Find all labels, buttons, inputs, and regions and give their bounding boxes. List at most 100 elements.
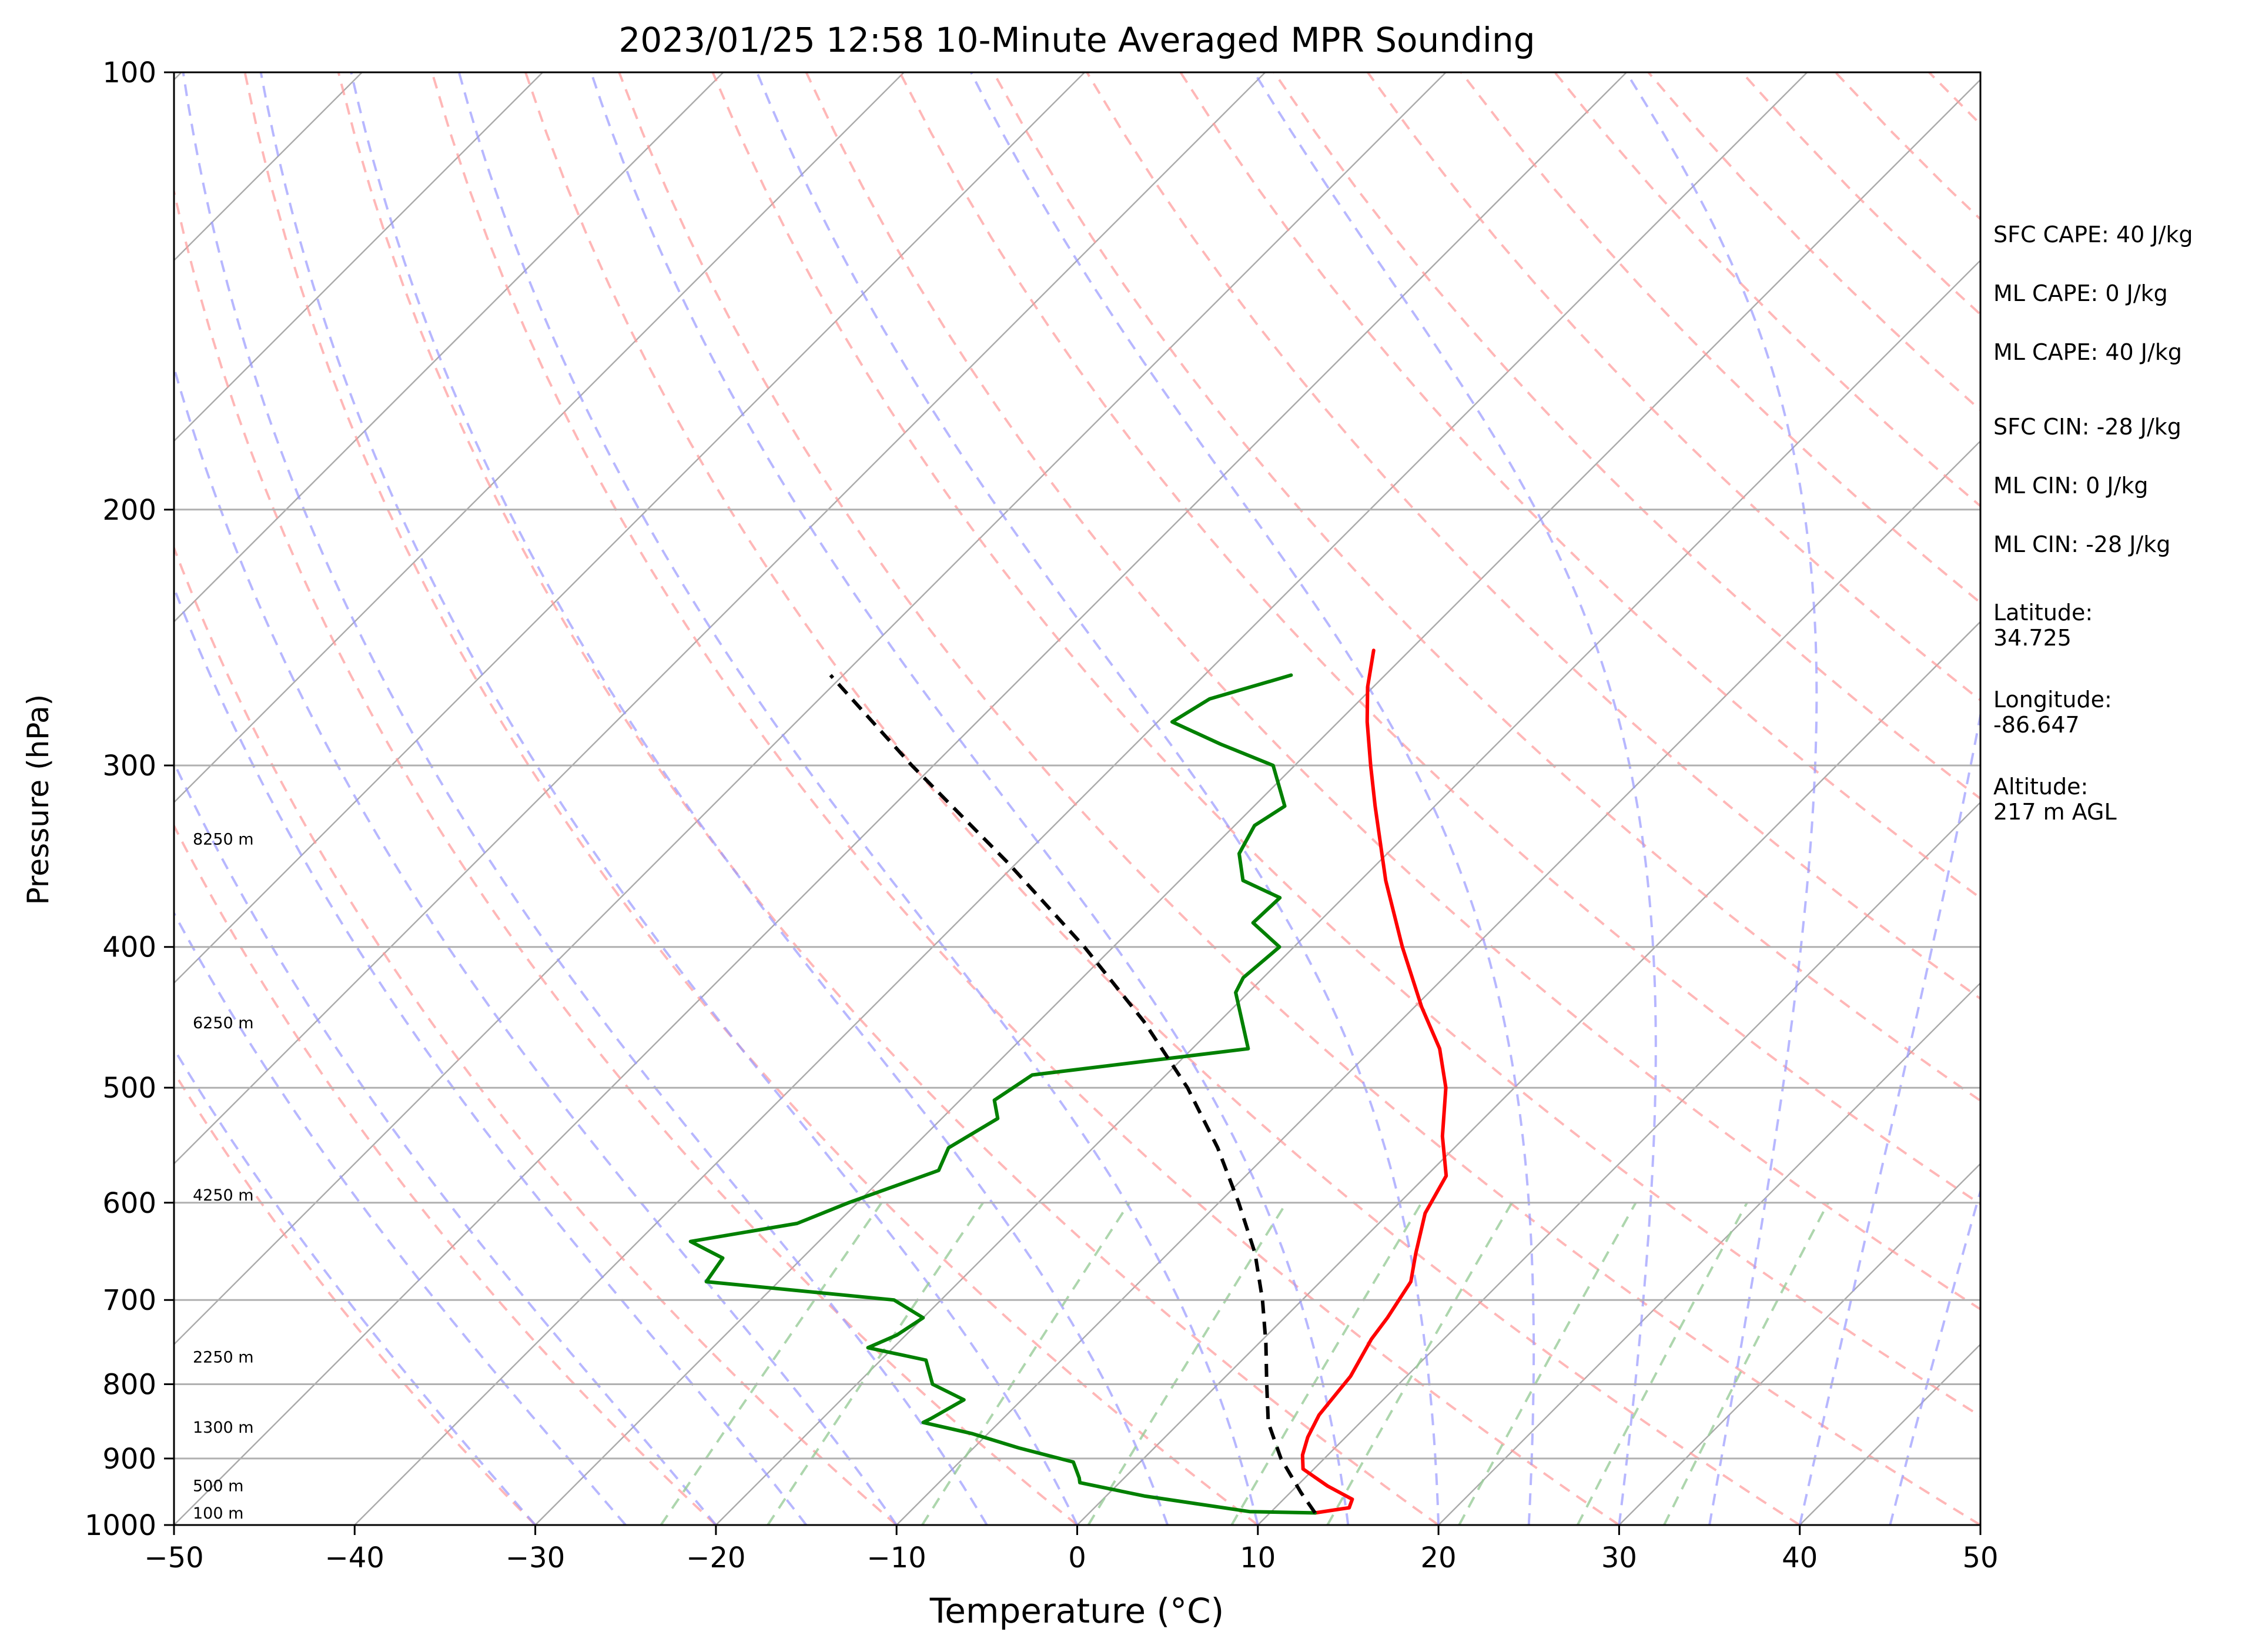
moist-adiabat-line (755, 72, 1440, 1525)
dry-adiabat-line (243, 72, 1259, 1525)
dry-adiabat-line (618, 72, 1980, 1525)
moist-adiabat-line (590, 72, 1350, 1525)
isotherm-line (354, 72, 1808, 1525)
sounding-info-panel: SFC CAPE: 40 J/kg ML CAPE: 0 J/kg ML CAPE:… (1993, 222, 2193, 825)
moist-adiabat-line (259, 72, 1079, 1525)
y-tick-label: 800 (102, 1369, 156, 1402)
stat-text: ML CIN: -28 J/kg (1993, 531, 2170, 557)
moist-adiabat-line (174, 1046, 537, 1525)
dry-adiabat-line (337, 72, 1440, 1525)
location-label: Longitude: (1993, 687, 2112, 713)
height-label: 6250 m (193, 1014, 254, 1032)
profile-lines (688, 648, 1448, 1515)
location-value: -86.647 (1993, 712, 2080, 738)
dry-adiabat-line (898, 72, 1980, 1206)
y-tick-label: 300 (102, 750, 156, 782)
moist-adiabat-line (174, 584, 808, 1525)
isotherm-line (174, 72, 724, 623)
moist-adiabat-line (174, 363, 898, 1525)
parcel-profile (829, 674, 1317, 1514)
isotherm-line (896, 440, 1980, 1525)
y-tick-label: 200 (102, 494, 156, 527)
chart-title: 2023/01/25 12:58 10-Minute Averaged MPR … (618, 20, 1535, 60)
location-value: 34.725 (1993, 625, 2072, 651)
height-label: 1300 m (193, 1419, 254, 1437)
isobar-gridlines (174, 72, 1980, 1525)
x-tick-label: −30 (506, 1541, 565, 1574)
stat-text: SFC CAPE: 40 J/kg (1993, 222, 2193, 248)
isotherm-line (174, 72, 544, 442)
x-tick-label: 30 (1601, 1541, 1637, 1574)
x-tick-label: −10 (867, 1541, 926, 1574)
stat-text: ML CAPE: 0 J/kg (1993, 280, 2168, 306)
x-axis-label: Temperature (°C) (929, 1591, 1224, 1631)
temperature-profile (1300, 648, 1448, 1515)
stat-text: ML CIN: 0 J/kg (1993, 473, 2148, 499)
isotherm-line (1257, 801, 1980, 1525)
height-label: 4250 m (193, 1186, 254, 1205)
dry-adiabat-line (174, 544, 898, 1525)
x-tick-label: 0 (1068, 1541, 1086, 1574)
moist-adiabat-line (1625, 72, 1818, 1525)
isotherm-line (715, 259, 1980, 1525)
moist-adiabat-line (1798, 709, 1980, 1525)
dry-adiabat-line (524, 72, 1801, 1525)
x-tick-label: 10 (1240, 1541, 1276, 1574)
stat-text: ML CAPE: 40 J/kg (1993, 339, 2182, 365)
mixing-ratio-line (1576, 1202, 1748, 1525)
location-label: Altitude: (1993, 774, 2088, 800)
moist-adiabat-line (350, 72, 1169, 1525)
dry-adiabat-line (711, 72, 1980, 1418)
y-tick-label: 100 (102, 56, 156, 89)
y-tick-label: 600 (102, 1187, 156, 1220)
dewpoint-profile (688, 673, 1317, 1515)
dry-adiabat-line (992, 72, 1980, 1102)
mixing-ratio-line (1663, 1202, 1829, 1525)
moist-adiabat-line (970, 72, 1535, 1525)
height-label: 2250 m (193, 1349, 254, 1367)
moist-adiabat-line (174, 760, 717, 1525)
isotherm-line (174, 72, 1085, 984)
y-tick-label: 700 (102, 1284, 156, 1317)
dry-adiabat-line (1179, 72, 1980, 899)
dry-adiabat-line (174, 186, 1078, 1525)
isotherm-line (1438, 982, 1980, 1525)
height-labels: 100 m 500 m 1300 m 2250 m 4250 m 6250 m 8250 m (193, 830, 254, 1523)
x-tick-label: 40 (1782, 1541, 1818, 1574)
moist-adiabat-line (174, 911, 627, 1525)
dry-adiabat-line (174, 823, 717, 1525)
x-tick-label: −40 (325, 1541, 384, 1574)
x-axis-ticks: −50 −40 −30 −20 −10 0 10 20 30 40 50 (144, 1525, 1999, 1574)
y-tick-label: 400 (102, 931, 156, 964)
isotherm-line (174, 72, 1447, 1346)
moist-adiabat-line (1253, 72, 1657, 1525)
dry-adiabat-line (174, 1070, 537, 1525)
height-label: 500 m (193, 1477, 243, 1496)
y-tick-label: 900 (102, 1443, 156, 1476)
dry-adiabat-line (805, 72, 1980, 1311)
y-axis-ticks: 100 200 300 400 500 600 700 800 900 1000 (85, 56, 174, 1542)
y-tick-label: 500 (102, 1072, 156, 1105)
location-label: Latitude: (1993, 600, 2093, 626)
height-label: 8250 m (193, 830, 254, 848)
isotherm-line (1076, 620, 1980, 1525)
isotherm-line (534, 78, 1980, 1525)
height-label: 100 m (193, 1504, 243, 1523)
x-tick-label: 20 (1421, 1541, 1457, 1574)
moist-adiabat-line (1889, 1187, 1980, 1525)
x-tick-label: 50 (1962, 1541, 1998, 1574)
stat-text: SFC CIN: -28 J/kg (1993, 414, 2181, 440)
isotherm-line (174, 72, 1266, 1165)
y-tick-label: 1000 (85, 1509, 156, 1542)
moist-adiabat-line (182, 72, 988, 1525)
x-tick-label: −20 (686, 1541, 745, 1574)
dry-adiabat-line (1366, 72, 1980, 702)
moist-adiabat-line (457, 72, 1259, 1525)
isotherm-line (174, 72, 905, 804)
background-guides (174, 72, 1980, 1525)
isotherm-line (1618, 1162, 1980, 1525)
x-tick-label: −50 (144, 1541, 203, 1574)
isotherm-line (174, 72, 1627, 1525)
